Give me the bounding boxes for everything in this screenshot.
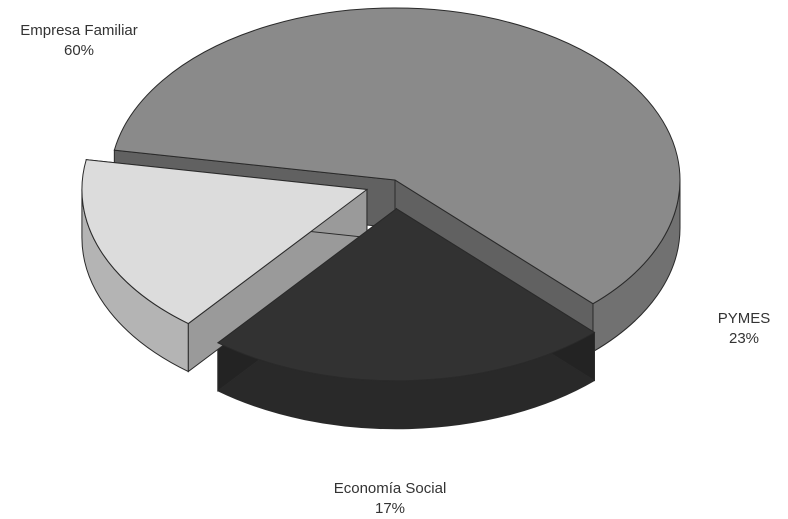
slice-top-empresa-familiar [113, 7, 681, 305]
slice-top-pymes [216, 208, 596, 382]
slice-name-economia-social: Economía Social [333, 480, 447, 497]
slice-label-empresa-familiar: Empresa Familiar 60% [0, 21, 158, 61]
pie-tops [81, 7, 681, 382]
slice-name-pymes: PYMES [717, 310, 771, 327]
slice-label-pymes: PYMES 23% [700, 309, 788, 349]
slice-value-economia-social: 17% [374, 500, 406, 517]
slice-top-economia-social [81, 159, 369, 325]
slice-label-economia-social: Economía Social 17% [300, 479, 480, 519]
slice-value-empresa-familiar: 60% [63, 42, 95, 59]
slice-value-pymes: 23% [728, 330, 760, 347]
slice-name-empresa-familiar: Empresa Familiar [20, 22, 138, 39]
